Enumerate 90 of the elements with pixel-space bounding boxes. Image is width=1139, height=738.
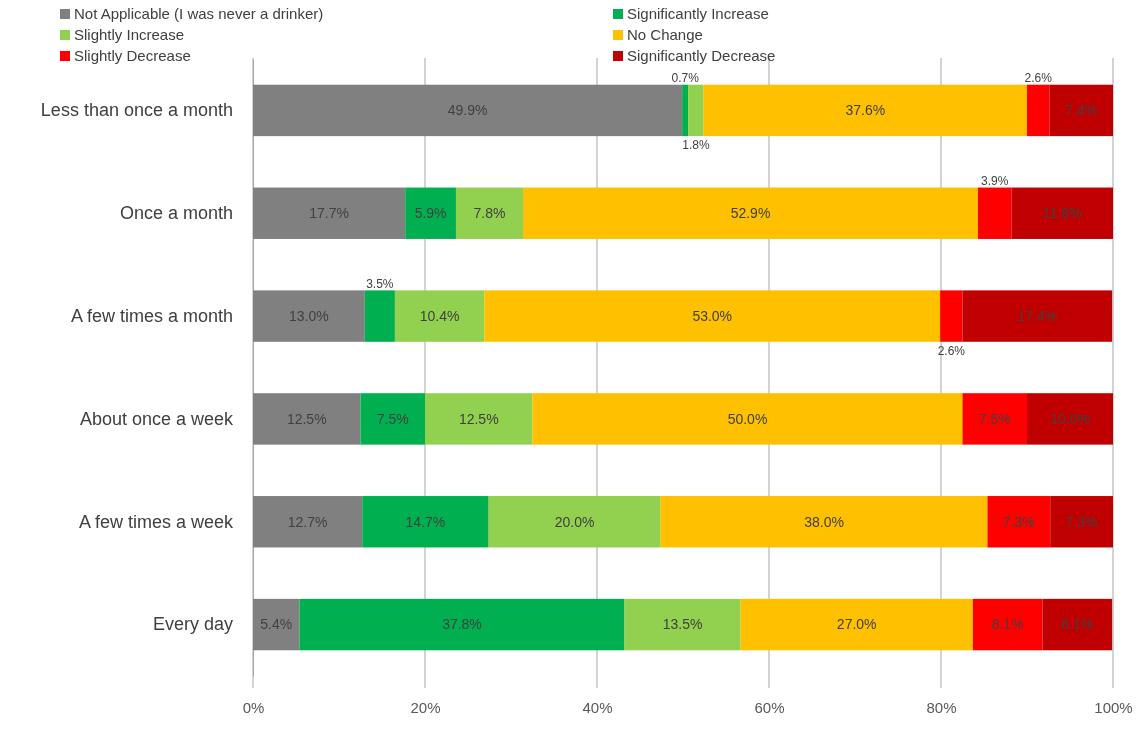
bar: [1027, 84, 1050, 137]
bar: [488, 496, 661, 548]
data-label: 11.8%: [1042, 205, 1082, 222]
data-label: 12.7%: [287, 513, 328, 530]
y-tick-label: About once a week: [79, 408, 234, 429]
bar: [405, 187, 456, 239]
bar: [364, 290, 395, 342]
bar: [523, 187, 978, 239]
data-label: 8.1%: [991, 616, 1024, 633]
x-tick-label: 0%: [242, 698, 265, 716]
x-tick-label: 100%: [1094, 698, 1133, 716]
data-label: 38.0%: [804, 513, 844, 530]
bar: [253, 393, 361, 445]
y-tick-label: Every day: [152, 614, 233, 635]
legend-label: Slightly Decrease: [74, 47, 191, 65]
data-label: 7.3%: [1065, 513, 1098, 530]
data-label: 7.5%: [376, 410, 409, 427]
bar: [425, 393, 533, 445]
bar: [455, 187, 524, 239]
bar: [977, 187, 1012, 239]
x-tick-label: 20%: [410, 698, 441, 716]
bar: [1050, 496, 1113, 548]
bar: [253, 598, 300, 651]
legend-label: Slightly Increase: [74, 26, 185, 44]
bar: [987, 496, 1051, 548]
bar: [688, 84, 704, 137]
bar: [253, 187, 406, 239]
data-label: 5.4%: [260, 616, 293, 633]
bar: [1049, 84, 1113, 137]
data-label: 0.7%: [671, 70, 700, 85]
data-label: 10.4%: [419, 307, 460, 324]
bar: [360, 393, 425, 445]
bar: [253, 496, 363, 548]
data-label: 7.5%: [978, 410, 1011, 427]
x-tick-label: 60%: [754, 698, 785, 716]
legend-label: Not Applicable (I was never a drinker): [74, 5, 324, 23]
data-label: 50.0%: [727, 410, 768, 427]
legend-label: No Change: [627, 26, 703, 44]
y-tick-label: A few times a week: [78, 511, 234, 532]
bar: [299, 598, 625, 651]
data-label: 13.0%: [289, 307, 329, 324]
data-label: 14.7%: [405, 513, 446, 530]
data-label: 5.9%: [414, 205, 447, 222]
data-label: 12.5%: [286, 410, 327, 427]
bar: [253, 290, 365, 342]
data-label: 3.9%: [981, 173, 1009, 188]
y-tick-label: A few times a month: [70, 305, 233, 326]
y-tick-label: Once a month: [119, 203, 233, 224]
data-label: 10.0%: [1050, 410, 1090, 427]
bar: [682, 84, 689, 137]
data-label: 53.0%: [692, 307, 733, 324]
y-tick-label: Less than once a month: [40, 100, 233, 121]
data-label: 37.8%: [442, 616, 482, 633]
data-label: 7.3%: [1002, 513, 1035, 530]
data-label: 37.6%: [845, 102, 886, 119]
bar: [532, 393, 963, 445]
data-label: 7.8%: [473, 205, 506, 222]
data-label: 1.8%: [682, 138, 710, 153]
bar: [1042, 598, 1113, 651]
bar: [253, 84, 683, 137]
data-label: 8.1%: [1061, 616, 1094, 633]
data-label: 52.9%: [730, 205, 771, 222]
bar: [1027, 393, 1113, 445]
bar: [484, 290, 941, 342]
bar: [362, 496, 489, 548]
legend-label: Significantly Decrease: [627, 47, 776, 65]
x-tick-label: 40%: [582, 698, 613, 716]
data-label: 7.4%: [1065, 102, 1098, 119]
data-label: 2.6%: [1024, 70, 1053, 85]
bar: [962, 393, 1027, 445]
x-tick-label: 80%: [926, 698, 957, 716]
bar: [962, 290, 1113, 342]
data-label: 49.9%: [447, 102, 488, 119]
data-label: 27.0%: [836, 616, 877, 633]
data-label: 2.6%: [937, 343, 966, 358]
bar: [972, 598, 1043, 651]
data-label: 3.5%: [366, 276, 394, 291]
data-label: 13.5%: [662, 616, 703, 633]
bar: [660, 496, 988, 548]
legend-label: Significantly Increase: [627, 5, 769, 23]
bar: [1011, 187, 1113, 239]
data-label: 12.5%: [458, 410, 499, 427]
bar: [624, 598, 741, 651]
bar: [394, 290, 485, 342]
bar: [940, 290, 963, 342]
data-label: 20.0%: [554, 513, 595, 530]
data-label: 17.7%: [309, 205, 349, 222]
bar: [703, 84, 1027, 137]
data-label: 17.4%: [1017, 307, 1058, 324]
bar: [740, 598, 973, 651]
